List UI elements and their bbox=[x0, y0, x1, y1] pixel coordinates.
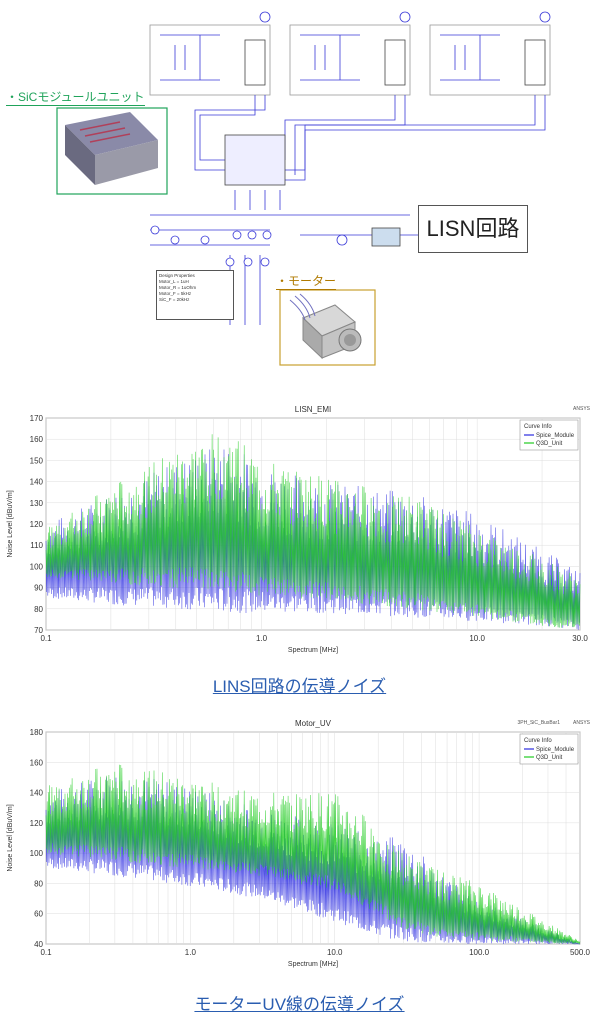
legend-entry: Spice_Module bbox=[536, 433, 575, 439]
lisn-emi-chart: 70 80 90 100 110 120 130 140 150 160 170 0.1 1.0 10.0… bbox=[7, 405, 591, 654]
legend-entry: Spice_Module bbox=[536, 747, 575, 753]
x-tick-label: 30.0 bbox=[572, 634, 588, 643]
motor-image-icon bbox=[279, 289, 376, 366]
design-property-line: Motor_L = 1uH bbox=[159, 279, 189, 284]
chart-title: Motor_UV bbox=[295, 719, 332, 728]
y-tick-label: 180 bbox=[30, 728, 44, 737]
y-tick-label: 120 bbox=[30, 520, 44, 529]
y-tick-label: 170 bbox=[30, 414, 44, 423]
y-tick-label: 120 bbox=[30, 819, 44, 828]
y-tick-label: 130 bbox=[30, 499, 44, 508]
sic-module-unit-label: ・SiCモジュールユニット bbox=[6, 90, 145, 106]
series-line-q3d-unit bbox=[45, 434, 581, 628]
y-tick-label: 90 bbox=[34, 584, 43, 593]
y-tick-label: 140 bbox=[30, 789, 44, 798]
y-tick-label: 100 bbox=[30, 849, 44, 858]
y-tick-label: 60 bbox=[34, 910, 43, 919]
x-tick-label: 1.0 bbox=[256, 634, 268, 643]
y-tick-label: 80 bbox=[34, 605, 43, 614]
design-property-line: SiC_F = 20kHz bbox=[159, 297, 190, 302]
ansys-brand: ANSYS bbox=[573, 720, 591, 726]
y-tick-label: 150 bbox=[30, 456, 44, 465]
design-properties-title: Design Properties bbox=[159, 273, 195, 278]
y-tick-label: 160 bbox=[30, 435, 44, 444]
x-tick-label: 0.1 bbox=[40, 948, 52, 957]
chart-title: LISN_EMI bbox=[295, 405, 331, 414]
y-axis-label: Noise Level [dBuV/m] bbox=[7, 490, 14, 557]
x-tick-label: 0.1 bbox=[40, 634, 52, 643]
lisn-circuit-label: LISN回路 bbox=[418, 205, 528, 253]
legend: Curve Info Spice_Module Q3D_Unit bbox=[519, 419, 579, 451]
x-tick-label: 500.0 bbox=[570, 948, 591, 957]
motor-uv-chart: 40 60 80 100 120 140 160 180 0.1 1.0 10.0 100.0 500.… bbox=[7, 719, 591, 968]
y-tick-label: 70 bbox=[34, 626, 43, 635]
y-tick-label: 40 bbox=[34, 940, 43, 949]
y-tick-label: 140 bbox=[30, 478, 44, 487]
sic-module-image-icon bbox=[56, 107, 168, 195]
circuit-schematic bbox=[56, 11, 551, 366]
y-tick-label: 80 bbox=[34, 879, 43, 888]
legend-entry: Q3D_Unit bbox=[536, 755, 563, 761]
design-property-line: Motor_R = 1uOhm bbox=[159, 285, 197, 290]
motor-label: ・モーター bbox=[276, 274, 337, 290]
legend-title: Curve Info bbox=[524, 738, 552, 744]
series-line-q3d-unit bbox=[45, 764, 581, 945]
x-axis-label: Spectrum [MHz] bbox=[288, 961, 338, 968]
design-properties-box: Design Properties Motor_L = 1uH Motor_R … bbox=[156, 270, 234, 320]
chart-subtitle: 3PH_SiC_BusBar1 bbox=[517, 720, 560, 726]
x-axis-label: Spectrum [MHz] bbox=[288, 647, 338, 654]
legend-title: Curve Info bbox=[524, 424, 552, 430]
x-tick-label: 1.0 bbox=[185, 948, 197, 957]
y-tick-label: 160 bbox=[30, 758, 44, 767]
y-axis-label: Noise Level [dBuV/m] bbox=[7, 804, 14, 871]
y-tick-label: 100 bbox=[30, 562, 44, 571]
x-tick-label: 10.0 bbox=[327, 948, 343, 957]
legend: Curve Info Spice_Module Q3D_Unit bbox=[519, 733, 579, 765]
chart1-caption: LINS回路の伝導ノイズ bbox=[212, 677, 387, 696]
x-tick-label: 10.0 bbox=[469, 634, 485, 643]
chart2-caption: モーターUV線の伝導ノイズ bbox=[194, 995, 405, 1014]
y-tick-label: 110 bbox=[30, 541, 43, 550]
design-property-line: Motor_F = 5kHz bbox=[159, 291, 192, 296]
ansys-brand: ANSYS bbox=[573, 406, 591, 412]
x-tick-label: 100.0 bbox=[469, 948, 490, 957]
legend-entry: Q3D_Unit bbox=[536, 441, 563, 447]
